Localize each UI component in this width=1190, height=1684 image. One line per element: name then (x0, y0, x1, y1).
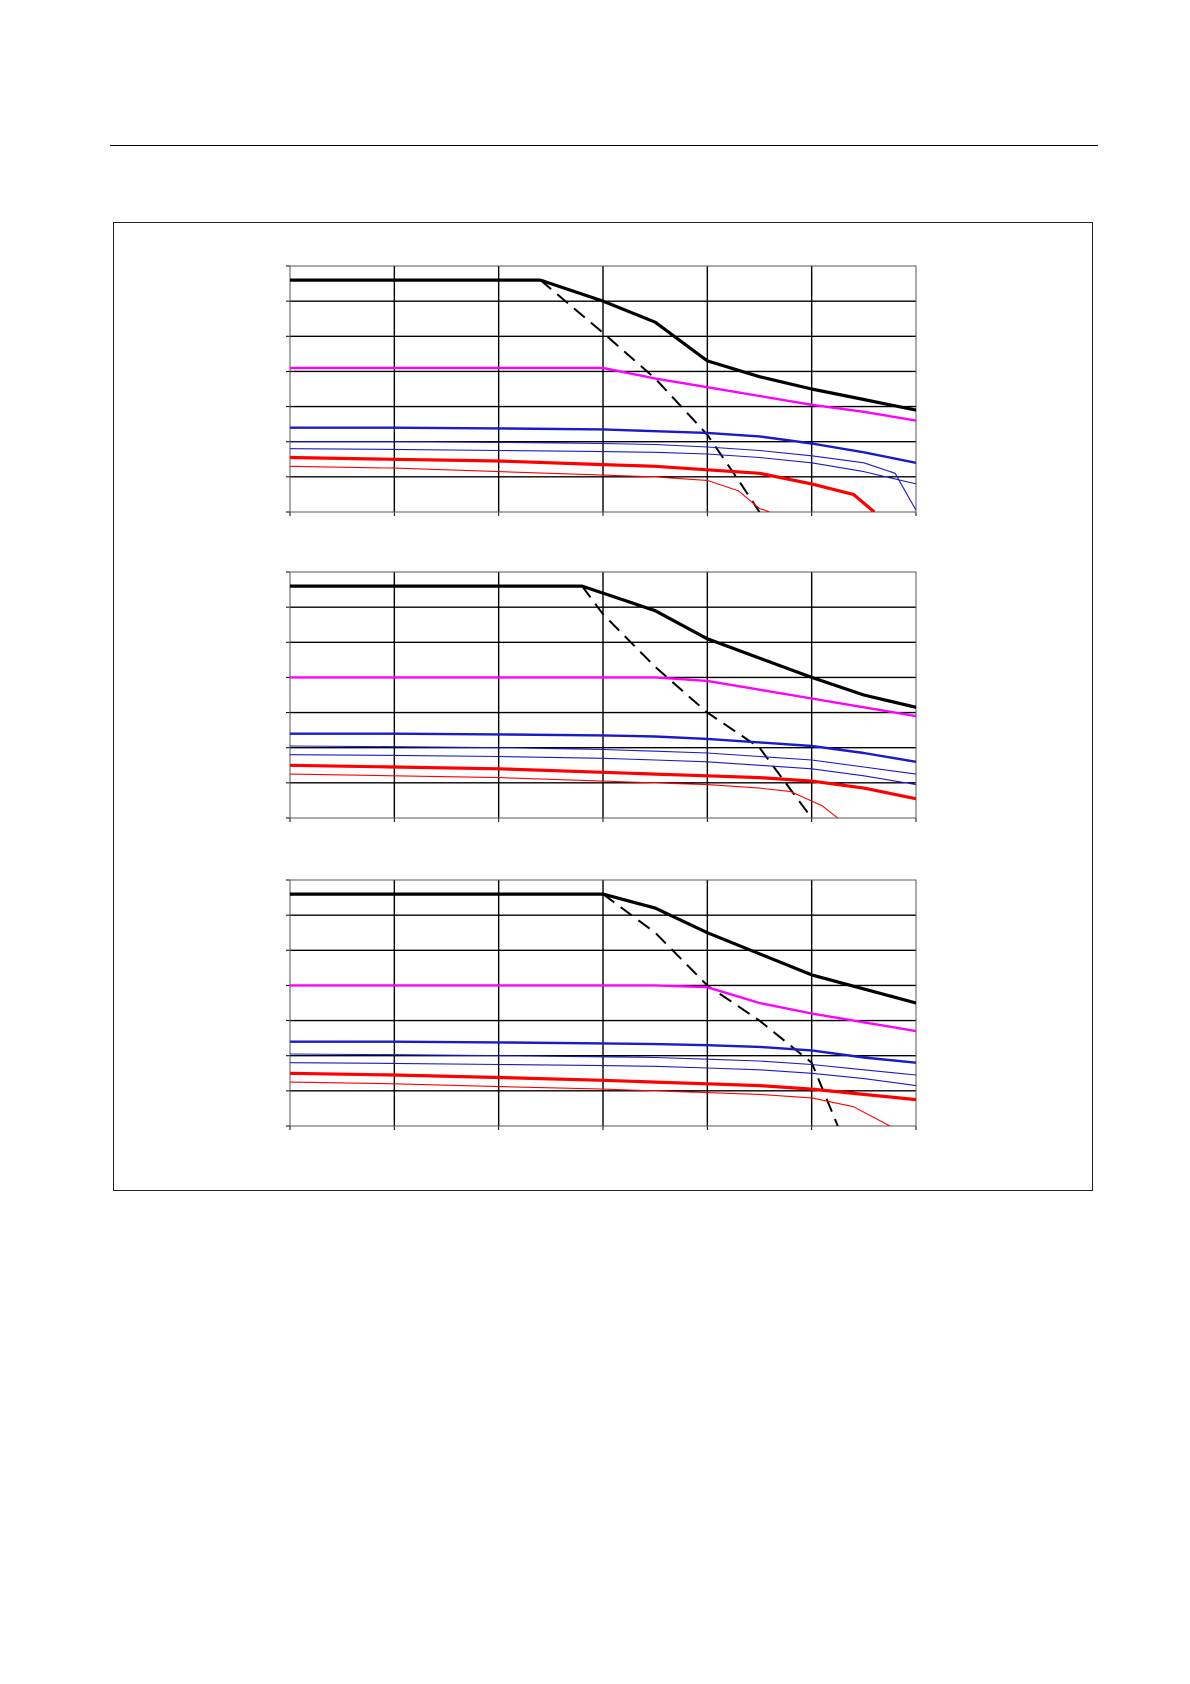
series-line-5 (290, 745, 916, 775)
chart-bottom (286, 879, 917, 1130)
series-line-1 (290, 892, 916, 1005)
series-line-6 (290, 448, 916, 485)
series-line-4 (290, 1040, 916, 1064)
header-rule (110, 145, 1098, 146)
series-line-7 (290, 1071, 916, 1102)
series-line-5 (290, 441, 916, 511)
series-line-5 (290, 1053, 916, 1076)
series-line-4 (290, 732, 916, 763)
series-line-3 (290, 366, 916, 422)
series-line-8 (290, 465, 771, 512)
series-line-8 (290, 1081, 891, 1126)
series-line-1 (290, 584, 916, 709)
series-line-7 (290, 763, 916, 801)
series-line-6 (290, 754, 916, 786)
series-line-2 (602, 893, 839, 1126)
series-line-7 (290, 455, 876, 512)
chart-middle (286, 571, 917, 822)
chart-top (286, 265, 917, 516)
plot-border (289, 265, 917, 513)
series-line-3 (290, 984, 916, 1033)
figure-frame (113, 222, 1093, 1191)
series-line-2 (581, 585, 813, 818)
series-line-6 (290, 1062, 916, 1087)
series-line-2 (539, 279, 761, 512)
series-line-8 (290, 773, 839, 818)
series-line-1 (290, 278, 916, 412)
series-line-4 (290, 426, 916, 464)
plot-border (289, 571, 917, 819)
series-line-3 (290, 676, 916, 718)
